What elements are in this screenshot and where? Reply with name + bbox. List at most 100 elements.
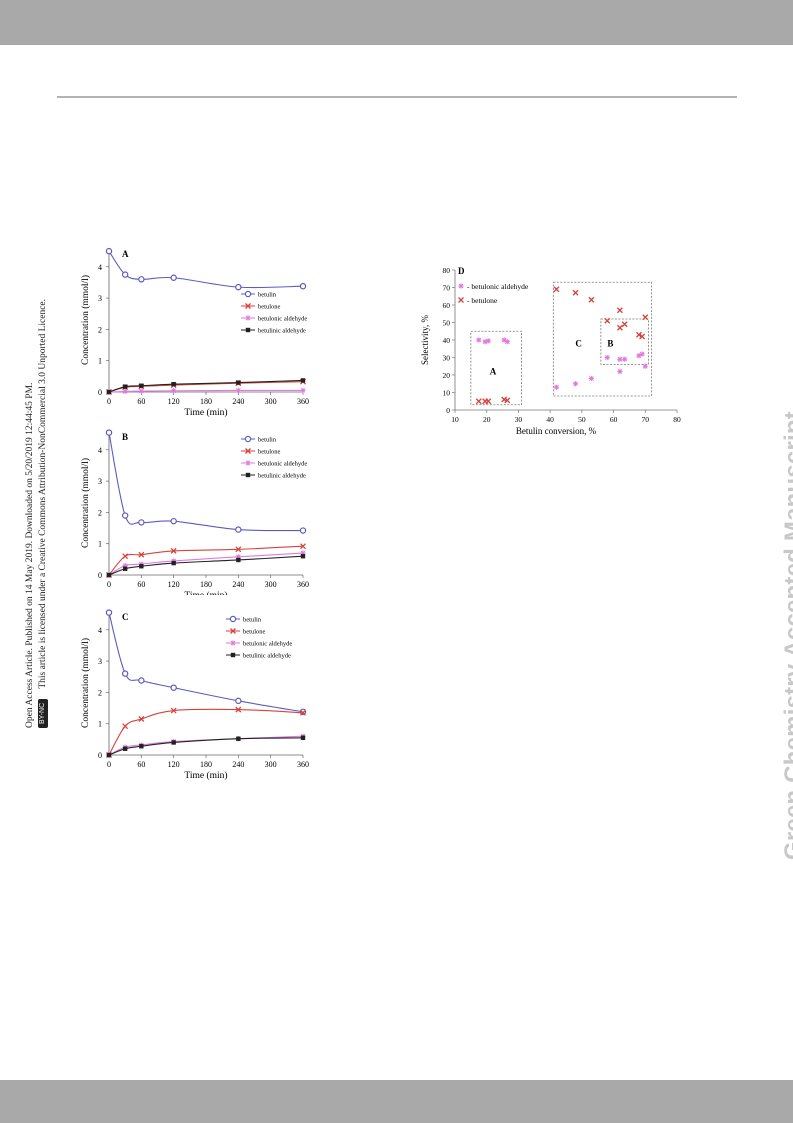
data-point-betulonic-aldehyde xyxy=(617,356,623,362)
data-point-betulonic-aldehyde xyxy=(639,351,645,357)
y-tick-label: 2 xyxy=(98,325,102,334)
chart-panel-a: 0 1 2 3 4 0 60 120 180 240 300 360 Time (min) Concent… xyxy=(80,247,309,418)
region-box-b xyxy=(600,318,649,365)
y-tick-label: 10 xyxy=(443,389,451,398)
data-point-betulin xyxy=(235,526,242,533)
x-tick-label: 60 xyxy=(137,580,145,589)
data-point-betulinic-aldehyde xyxy=(106,389,112,395)
legend-marker-betulone xyxy=(230,628,236,634)
data-point-betulonic-aldehyde xyxy=(501,337,507,343)
data-point-betulin xyxy=(170,517,177,525)
x-tick-label: 120 xyxy=(168,397,180,406)
data-point-betulin xyxy=(105,429,113,436)
y-tick-label: 3 xyxy=(98,657,102,666)
data-point-betulonic-aldehyde xyxy=(122,563,128,569)
legend-label-betulinic-aldehyde: betulinic aldehyde xyxy=(258,328,306,335)
x-tick-label: 40 xyxy=(546,415,554,424)
legend-marker-betulinic-aldehyde xyxy=(245,472,251,478)
x-axis-label: Betulin conversion, % xyxy=(516,426,597,436)
y-axis-label: Concentration (mmol/l) xyxy=(80,638,91,728)
x-tick-label: 240 xyxy=(232,397,244,406)
legend-marker-betulone xyxy=(458,297,464,303)
data-point-betulone xyxy=(621,321,628,328)
y-tick-label: 20 xyxy=(443,371,451,380)
data-point-betulone xyxy=(616,307,623,314)
data-point-betulonic-aldehyde xyxy=(138,388,144,394)
legend-marker-betulinic-aldehyde xyxy=(245,327,251,333)
data-point-betulone xyxy=(604,317,611,324)
data-point-betulonic-aldehyde xyxy=(300,550,306,556)
x-tick-label: 180 xyxy=(200,397,212,406)
data-point-betulone xyxy=(138,551,145,558)
data-point-betulin xyxy=(121,670,129,677)
data-point-betulin xyxy=(138,276,145,283)
data-point-betulonic-aldehyde xyxy=(171,388,177,394)
data-point-betulinic-aldehyde xyxy=(171,740,176,745)
data-point-betulin xyxy=(105,247,113,255)
legend-marker-betulin xyxy=(244,290,252,298)
y-tick-label: 60 xyxy=(443,301,451,310)
chart-panel-b: 0 1 2 3 4 0 60 120 180 240 300 360 Time (min) Concent… xyxy=(80,429,309,595)
data-point-betulinic-aldehyde xyxy=(139,564,144,569)
x-tick-label: 180 xyxy=(200,760,212,769)
legend-label-betulonic-aldehyde: betulonic aldehyde xyxy=(258,316,307,323)
y-tick-label: 40 xyxy=(443,336,451,345)
data-point-betulinic-aldehyde xyxy=(122,746,128,751)
x-tick-label: 70 xyxy=(642,415,650,424)
data-point-betulinic-aldehyde xyxy=(122,566,128,571)
data-point-betulin xyxy=(121,512,129,519)
y-tick-label: 0 xyxy=(98,388,102,397)
data-point-betulonic-aldehyde xyxy=(588,375,594,382)
data-point-betulone xyxy=(504,397,511,404)
data-point-betulone xyxy=(639,333,646,340)
series-line-betulin xyxy=(108,612,304,713)
x-tick-label: 120 xyxy=(168,760,180,769)
data-point-betulone xyxy=(475,398,482,405)
data-point-betulonic-aldehyde xyxy=(553,384,560,390)
data-point-betulonic-aldehyde xyxy=(482,339,488,345)
data-point-betulinic-aldehyde xyxy=(139,383,144,388)
y-tick-label: 0 xyxy=(98,751,102,760)
series-line-betulin xyxy=(108,432,304,532)
data-point-betulonic-aldehyde xyxy=(235,387,241,394)
data-point-betulinic-aldehyde xyxy=(300,378,306,383)
legend-label-betulone: betulone xyxy=(258,304,280,311)
data-point-betulonic-aldehyde xyxy=(476,337,482,343)
data-point-betulin xyxy=(299,527,307,534)
y-tick-label: 70 xyxy=(443,284,451,293)
cc-license-badge[interactable]: BY-NC xyxy=(37,698,48,728)
y-tick-label: 80 xyxy=(443,266,451,275)
legend-marker-betulin xyxy=(244,435,252,443)
data-point-betulone xyxy=(138,716,145,722)
license-note[interactable]: This article is licensed under a Creativ… xyxy=(38,298,48,689)
legend-label-betulone: - betulone xyxy=(467,296,498,305)
data-point-betulin xyxy=(121,271,129,278)
x-tick-label: 60 xyxy=(137,760,145,769)
data-point-betulone xyxy=(235,546,242,553)
x-axis-label: Time (min) xyxy=(184,407,227,418)
x-tick-label: 0 xyxy=(107,580,111,589)
data-point-betulone xyxy=(642,314,649,321)
panel-label: C xyxy=(122,612,129,622)
data-point-betulin xyxy=(138,519,145,526)
chart-panel-c: 0 1 2 3 4 0 60 120 180 240 300 360 Time (min) Concent… xyxy=(80,609,309,781)
x-axis-label: Time (min) xyxy=(184,770,227,781)
legend-marker-betulonic-aldehyde xyxy=(458,283,464,289)
data-point-betulonic-aldehyde xyxy=(572,381,579,387)
data-point-betulinic-aldehyde xyxy=(171,560,176,566)
data-point-betulone xyxy=(122,553,129,560)
y-axis-label: Selectivity, % xyxy=(420,315,430,365)
legend-marker-betulone xyxy=(245,303,251,309)
publication-note: Open Access Article. Published on 14 May… xyxy=(25,382,35,728)
header-bar xyxy=(0,0,793,45)
data-point-betulinic-aldehyde xyxy=(106,752,112,758)
panel-label: A xyxy=(122,249,129,259)
x-tick-label: 300 xyxy=(265,580,277,589)
legend-label-betulinic-aldehyde: betulinic aldehyde xyxy=(258,473,306,480)
series-line-betulonic-aldehyde xyxy=(108,552,304,576)
legend-marker-betulonic-aldehyde xyxy=(245,460,251,466)
legend-label-betulin: betulin xyxy=(258,292,277,299)
data-point-betulone xyxy=(635,331,642,338)
panel-label: B xyxy=(122,432,128,442)
x-tick-label: 360 xyxy=(297,580,309,589)
